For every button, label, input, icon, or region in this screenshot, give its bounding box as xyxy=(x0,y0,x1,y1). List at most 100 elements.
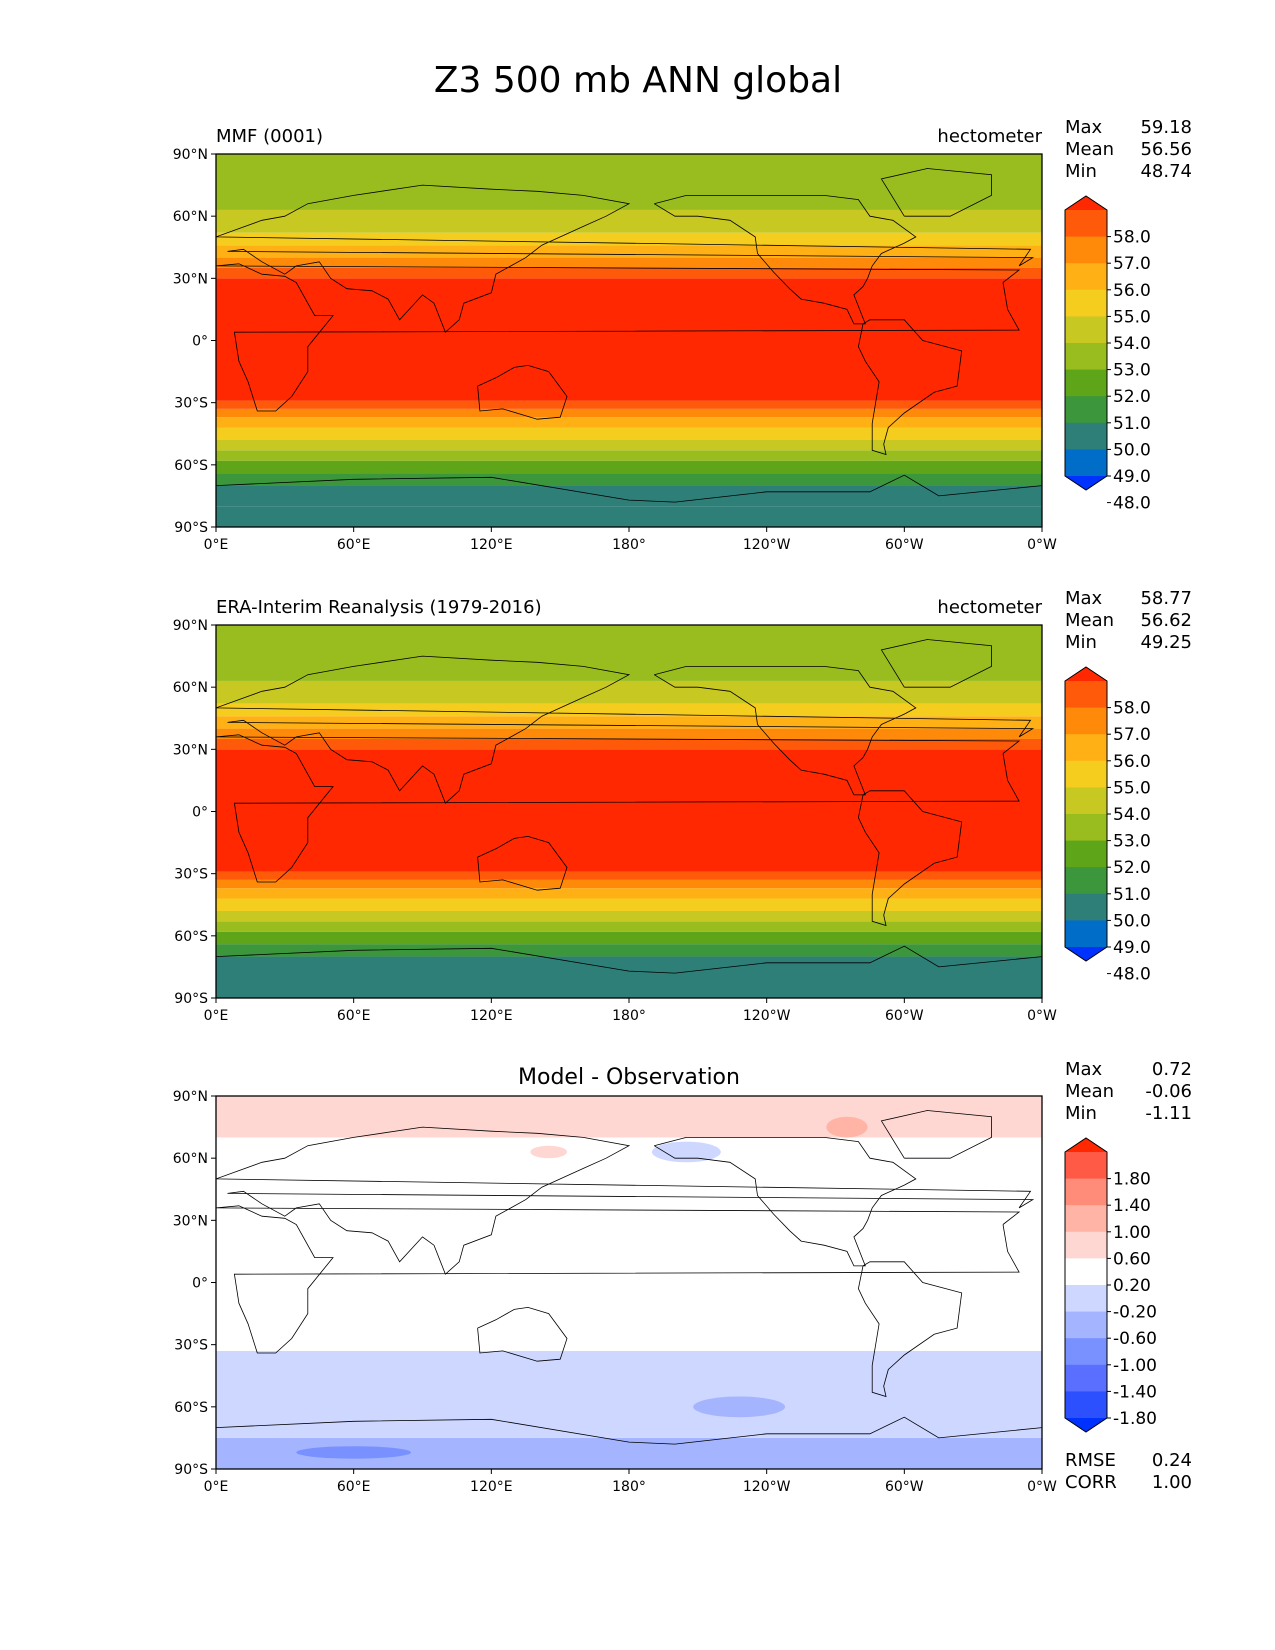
colorbar-tick-label: 49.0 xyxy=(1113,467,1151,487)
contour-band xyxy=(216,267,1042,279)
colorbar-bottom-arrow xyxy=(1065,476,1107,490)
panel-center-title: Model - Observation xyxy=(518,1065,740,1090)
colorbar-tick-label: 56.0 xyxy=(1113,281,1151,301)
contour-band xyxy=(216,473,1042,486)
lat-tick-label: 30°N xyxy=(173,1213,208,1229)
colorbar-segment xyxy=(1065,1311,1107,1339)
contour-band xyxy=(216,485,1042,507)
contour-band xyxy=(216,931,1042,945)
colorbar-segment xyxy=(1065,449,1107,477)
lat-tick-label: 60°N xyxy=(173,209,208,225)
contour-band xyxy=(216,1137,1042,1351)
contour-band xyxy=(216,1350,1042,1438)
lon-tick-label: 0°W xyxy=(1027,1479,1057,1495)
contour-band xyxy=(216,749,1042,872)
lat-tick-label: 60°S xyxy=(174,929,208,945)
lat-tick-label: 60°S xyxy=(174,458,208,474)
stat-value: 58.77 xyxy=(1140,588,1192,609)
stat-value: 56.62 xyxy=(1140,610,1192,631)
stat-value: 0.72 xyxy=(1152,1059,1192,1080)
colorbar-segment xyxy=(1065,1338,1107,1366)
colorbar-tick-label: 58.0 xyxy=(1113,699,1151,719)
anomaly-patch xyxy=(530,1145,568,1159)
lat-tick-label: 90°N xyxy=(173,1089,208,1105)
contour-band xyxy=(216,956,1042,998)
colorbar-top-arrow xyxy=(1065,1138,1107,1152)
lon-tick-label: 0°W xyxy=(1027,537,1057,553)
contour-band xyxy=(216,154,1042,210)
colorbar-tick-label: 53.0 xyxy=(1113,832,1151,852)
contour-band xyxy=(216,278,1042,401)
contour-fill xyxy=(216,625,1042,998)
lon-tick-label: 180° xyxy=(612,1479,646,1495)
metric-value: 0.24 xyxy=(1152,1450,1192,1471)
colorbar-segment xyxy=(1065,422,1107,450)
colorbar-tick-label: 57.0 xyxy=(1113,725,1151,745)
contour-fill xyxy=(216,1096,1042,1469)
contour-band xyxy=(216,716,1042,729)
colorbar-top-arrow xyxy=(1065,667,1107,681)
colorbar: 58.0 57.0 56.0 55.0 54.0 53.0 52.0 51.0 50.0 49.0… xyxy=(1064,195,1151,514)
contour-band xyxy=(216,400,1042,409)
lat-tick-label: 90°S xyxy=(174,520,208,536)
colorbar-tick-label: 48.0 xyxy=(1113,494,1151,514)
colorbar-tick-label: 53.0 xyxy=(1113,361,1151,381)
contour-band xyxy=(216,439,1042,451)
colorbar-segment xyxy=(1065,681,1107,709)
colorbar-tick-label: -0.60 xyxy=(1113,1329,1157,1349)
colorbar-segment xyxy=(1065,707,1107,735)
lon-tick-label: 180° xyxy=(612,537,646,553)
colorbar-tick-label: -0.20 xyxy=(1113,1303,1157,1323)
metric-value: 1.00 xyxy=(1152,1472,1192,1493)
colorbar-tick-label: 56.0 xyxy=(1113,752,1151,772)
stat-value: -1.11 xyxy=(1145,1103,1192,1124)
metric-label: CORR xyxy=(1065,1472,1117,1493)
lon-tick-label: 60°W xyxy=(885,1479,924,1495)
colorbar-segment xyxy=(1065,1178,1107,1206)
contour-band xyxy=(216,944,1042,957)
colorbar-tick-label: 51.0 xyxy=(1113,414,1151,434)
colorbar-tick-label: 1.00 xyxy=(1113,1223,1151,1243)
colorbar-segment xyxy=(1065,920,1107,948)
panel-units: hectometer xyxy=(937,597,1042,618)
colorbar-tick-label: 50.0 xyxy=(1113,440,1151,460)
contour-band xyxy=(216,879,1042,889)
lat-tick-label: 60°N xyxy=(173,1151,208,1167)
colorbar-segment xyxy=(1065,236,1107,264)
colorbar-segment xyxy=(1065,1231,1107,1259)
contour-band xyxy=(216,625,1042,681)
lat-tick-label: 90°S xyxy=(174,1462,208,1478)
colorbar-tick-label: 52.0 xyxy=(1113,387,1151,407)
colorbar: 58.0 57.0 56.0 55.0 54.0 53.0 52.0 51.0 50.0 49.0… xyxy=(1064,666,1151,985)
colorbar-segment xyxy=(1065,840,1107,868)
colorbar-segment xyxy=(1065,1364,1107,1392)
lon-tick-label: 60°E xyxy=(337,537,371,553)
contour-band xyxy=(216,921,1042,932)
lat-tick-label: 30°N xyxy=(173,271,208,287)
lon-tick-label: 60°E xyxy=(337,1008,371,1024)
colorbar-tick-label: -1.40 xyxy=(1113,1382,1157,1402)
map-panel-diff: Model - Observation 90°N 60°N 30°N 0° 30°S 60°… xyxy=(173,1059,1192,1495)
colorbar-tick-label: 52.0 xyxy=(1113,858,1151,878)
anomaly-patch xyxy=(826,1116,868,1138)
colorbar-segment xyxy=(1065,734,1107,762)
colorbar-segment xyxy=(1065,1258,1107,1286)
contour-band xyxy=(216,450,1042,461)
colorbar-segment xyxy=(1065,210,1107,238)
lon-tick-label: 0°W xyxy=(1027,1008,1057,1024)
contour-fill xyxy=(216,154,1042,527)
colorbar-tick-label: 54.0 xyxy=(1113,805,1151,825)
panel-left-title: MMF (0001) xyxy=(216,126,323,147)
lat-tick-label: 90°S xyxy=(174,991,208,1007)
lon-tick-label: 60°E xyxy=(337,1479,371,1495)
colorbar-tick-label: 54.0 xyxy=(1113,334,1151,354)
contour-band xyxy=(216,417,1042,428)
colorbar-tick-label: 0.20 xyxy=(1113,1276,1151,1296)
colorbar-segment xyxy=(1065,289,1107,317)
colorbar-tick-label: 55.0 xyxy=(1113,307,1151,327)
lat-tick-label: 30°S xyxy=(174,867,208,883)
coastline xyxy=(216,639,1042,974)
figure-title: Z3 500 mb ANN global xyxy=(434,60,842,101)
colorbar-tick-label: 58.0 xyxy=(1113,228,1151,248)
